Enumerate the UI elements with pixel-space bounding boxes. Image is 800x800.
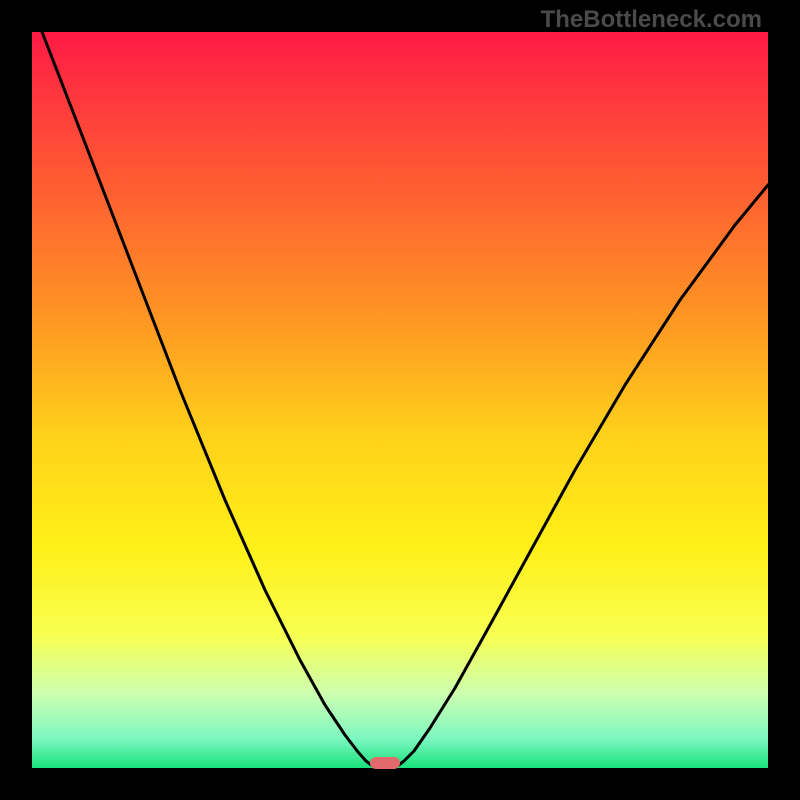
bottleneck-curve <box>0 0 800 800</box>
chart-frame: TheBottleneck.com <box>0 0 800 800</box>
watermark-text: TheBottleneck.com <box>541 6 762 34</box>
optimum-marker <box>370 757 400 769</box>
